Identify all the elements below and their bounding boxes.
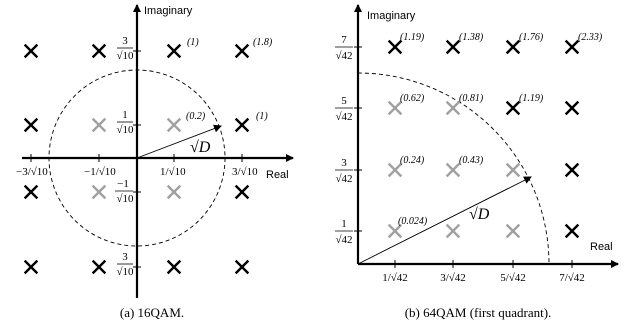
panel-16qam: Imaginary Real −3/√10 −1/√10 1/√10 3/√10… bbox=[16, 4, 294, 320]
ytick-label-b: 7 √42 bbox=[335, 34, 353, 62]
energy-label-b: (0.62) bbox=[400, 93, 425, 104]
svg-text:5: 5 bbox=[341, 95, 347, 107]
xtick-label-a: 3/√10 bbox=[232, 166, 258, 178]
svg-text:3: 3 bbox=[122, 35, 128, 47]
svg-text:√42: √42 bbox=[335, 234, 352, 246]
inner-point-b bbox=[387, 162, 403, 178]
xtick-label-b: 7/√42 bbox=[559, 272, 585, 284]
panel-64qam: Imaginary Real 1/√42 3/√42 5/√42 7/√42 7… bbox=[335, 4, 619, 320]
outer-point-a bbox=[234, 259, 250, 275]
energy-label-b: (1.19) bbox=[400, 32, 425, 43]
outer-point-a bbox=[91, 43, 107, 59]
inner-point-b bbox=[445, 100, 461, 116]
svg-text:√10: √10 bbox=[116, 50, 134, 62]
caption-a: (a) 16QAM. bbox=[120, 305, 184, 320]
svg-text:√42: √42 bbox=[335, 173, 352, 185]
svg-text:√10: √10 bbox=[116, 124, 134, 136]
ytick-label-a: 3 √10 bbox=[116, 35, 134, 62]
svg-text:3: 3 bbox=[341, 157, 347, 169]
outer-point-b bbox=[564, 223, 580, 239]
svg-text:7: 7 bbox=[341, 34, 347, 46]
svg-text:√10: √10 bbox=[116, 266, 134, 278]
outer-point-b bbox=[564, 162, 580, 178]
ytick-label-a: 1 √10 bbox=[116, 109, 134, 136]
energy-label-b: (0.43) bbox=[459, 155, 484, 166]
outer-point-b bbox=[505, 100, 521, 116]
energy-label-b: (1.76) bbox=[519, 32, 544, 43]
xtick-label-a: −3/√10 bbox=[16, 166, 48, 178]
imaginary-axis-label-a: Imaginary bbox=[144, 5, 193, 17]
energy-label-b: (0.24) bbox=[400, 155, 425, 166]
energy-label-a: (1.8) bbox=[253, 37, 273, 48]
energy-arc-b bbox=[357, 72, 550, 265]
inner-point-a bbox=[91, 184, 107, 200]
inner-point-b bbox=[505, 223, 521, 239]
energy-label-b: (0.81) bbox=[459, 93, 484, 104]
energy-label-b: (0.024) bbox=[398, 216, 428, 227]
energy-label-b: (1.19) bbox=[519, 93, 544, 104]
ytick-label-b: 3 √42 bbox=[335, 157, 353, 185]
constellation-points-a bbox=[23, 43, 250, 275]
outer-point-a bbox=[234, 43, 250, 59]
xtick-label-b: 5/√42 bbox=[500, 272, 526, 284]
caption-b: (b) 64QAM (first quadrant). bbox=[405, 305, 552, 320]
outer-point-a bbox=[23, 184, 39, 200]
inner-point-b bbox=[445, 223, 461, 239]
outer-point-b bbox=[564, 100, 580, 116]
svg-text:1: 1 bbox=[122, 109, 128, 121]
xtick-label-a: 1/√10 bbox=[160, 166, 186, 178]
ytick-label-b: 1 √42 bbox=[335, 218, 353, 246]
imaginary-axis-label-b: Imaginary bbox=[367, 10, 416, 22]
outer-point-a bbox=[234, 117, 250, 133]
distance-vector-a bbox=[136, 124, 222, 159]
outer-point-b bbox=[445, 39, 461, 55]
vector-label-b: √D bbox=[469, 206, 490, 223]
outer-point-a bbox=[166, 259, 182, 275]
outer-point-a bbox=[23, 117, 39, 133]
inner-point-b bbox=[445, 162, 461, 178]
real-axis-label-a: Real bbox=[266, 169, 289, 181]
svg-text:√42: √42 bbox=[335, 111, 352, 123]
svg-text:3: 3 bbox=[122, 251, 128, 263]
outer-point-a bbox=[91, 259, 107, 275]
xtick-label-b: 3/√42 bbox=[440, 272, 466, 284]
outer-point-a bbox=[166, 43, 182, 59]
outer-point-a bbox=[234, 184, 250, 200]
real-axis-label-b: Real bbox=[590, 241, 613, 253]
ytick-label-b: 5 √42 bbox=[335, 95, 353, 123]
distance-vector-b bbox=[357, 176, 532, 265]
inner-point-b bbox=[387, 223, 403, 239]
inner-point-a bbox=[91, 117, 107, 133]
xtick-label-b: 1/√42 bbox=[382, 272, 408, 284]
energy-label-b: (1.38) bbox=[459, 32, 484, 43]
outer-point-b bbox=[505, 39, 521, 55]
outer-point-a bbox=[23, 43, 39, 59]
vector-label-a: √D bbox=[190, 139, 211, 156]
outer-point-a bbox=[23, 259, 39, 275]
svg-text:√10: √10 bbox=[116, 193, 134, 205]
svg-text:√42: √42 bbox=[335, 50, 352, 62]
inner-point-a bbox=[166, 117, 182, 133]
inner-point-b bbox=[505, 162, 521, 178]
inner-point-a bbox=[166, 184, 182, 200]
xtick-label-a: −1/√10 bbox=[84, 166, 116, 178]
outer-point-b bbox=[564, 39, 580, 55]
energy-label-a: (0.2) bbox=[186, 111, 206, 122]
constellation-points-b bbox=[387, 39, 580, 239]
inner-point-b bbox=[387, 100, 403, 116]
ytick-label-a: 3 √10 bbox=[116, 251, 134, 278]
energy-label-a: (1) bbox=[187, 37, 199, 48]
svg-text:1: 1 bbox=[341, 218, 347, 230]
ytick-label-a: −1 √10 bbox=[115, 178, 134, 205]
energy-label-b: (2.33) bbox=[578, 32, 603, 43]
svg-text:−1: −1 bbox=[117, 178, 129, 190]
energy-label-a: (1) bbox=[256, 111, 268, 122]
outer-point-b bbox=[387, 39, 403, 55]
